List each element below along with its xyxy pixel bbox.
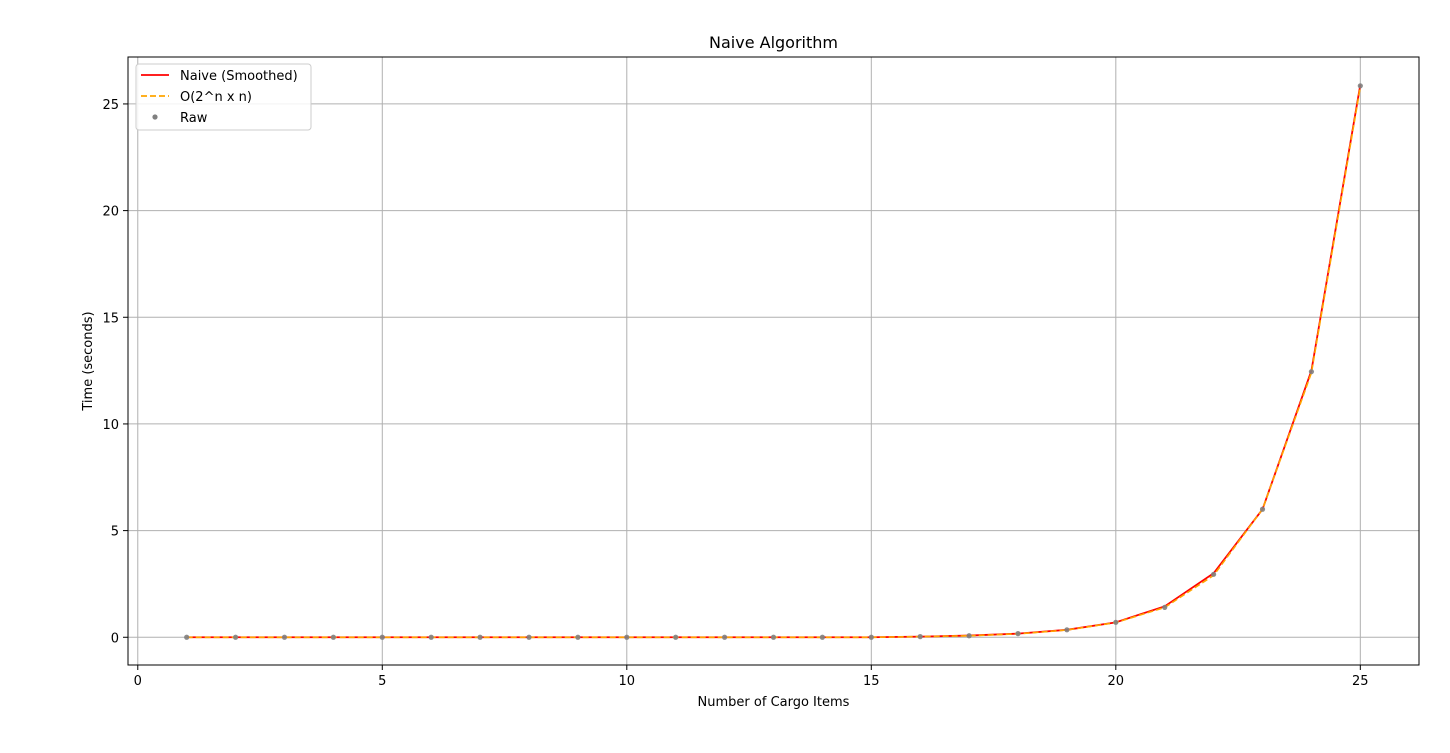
- x-axis-label: Number of Cargo Items: [698, 695, 850, 710]
- x-axis-ticks: 0 5 10 15 20 25: [134, 665, 1369, 689]
- raw-data-point: [1113, 619, 1119, 625]
- y-axis-label: Time (seconds): [81, 311, 96, 411]
- raw-data-point: [477, 634, 483, 640]
- raw-data-point: [1064, 627, 1070, 633]
- raw-data-point: [575, 634, 581, 640]
- series-line-0: [186, 84, 1362, 639]
- raw-data-point: [1308, 369, 1315, 375]
- chart-title: Naive Algorithm: [709, 33, 838, 52]
- x-tick-label: 25: [1352, 674, 1369, 689]
- y-axis-ticks: 0 5 10 15 20 25: [102, 98, 128, 646]
- legend-box: [135, 63, 312, 131]
- legend-label: Raw: [180, 111, 208, 126]
- y-tick-label: 20: [102, 205, 119, 220]
- raw-data-point: [868, 634, 874, 640]
- x-tick-label: 5: [378, 674, 386, 689]
- y-tick-label: 0: [111, 631, 119, 646]
- raw-data-point: [184, 634, 190, 640]
- y-tick-label: 5: [111, 525, 119, 540]
- raw-data-point: [379, 634, 385, 640]
- plot-frame: [127, 56, 1420, 666]
- y-tick-label: 25: [102, 98, 119, 113]
- legend: Naive (Smoothed) O(2^n x n) Raw: [135, 63, 312, 131]
- raw-data-point: [966, 633, 972, 639]
- raw-data-point: [1162, 604, 1168, 611]
- raw-data-point: [1357, 83, 1363, 89]
- x-tick-label: 20: [1108, 674, 1125, 689]
- y-tick-label: 15: [102, 311, 119, 326]
- grid: [128, 57, 1419, 665]
- raw-data-point: [721, 634, 728, 640]
- raw-data-point: [673, 634, 679, 640]
- raw-data-point: [1015, 631, 1021, 637]
- legend-label: O(2^n x n): [180, 90, 252, 105]
- raw-data-point: [819, 634, 826, 640]
- x-tick-label: 10: [619, 674, 636, 689]
- series-line-1: [186, 86, 1362, 639]
- x-tick-label: 0: [134, 674, 142, 689]
- raw-data-point: [917, 634, 923, 640]
- raw-data-point: [330, 634, 336, 640]
- raw-data-point: [428, 634, 434, 640]
- raw-data-point: [624, 634, 630, 640]
- raw-data-point: [526, 634, 532, 640]
- raw-data-point: [1211, 571, 1217, 577]
- legend-label: Naive (Smoothed): [180, 69, 298, 84]
- legend-marker: [152, 114, 158, 120]
- raw-data-point: [770, 634, 777, 640]
- y-tick-label: 10: [102, 418, 119, 433]
- raw-data-point: [1259, 506, 1266, 512]
- raw-data-point: [281, 634, 288, 640]
- series-layer: [184, 83, 1363, 640]
- raw-data-point: [232, 634, 239, 640]
- x-tick-label: 15: [863, 674, 880, 689]
